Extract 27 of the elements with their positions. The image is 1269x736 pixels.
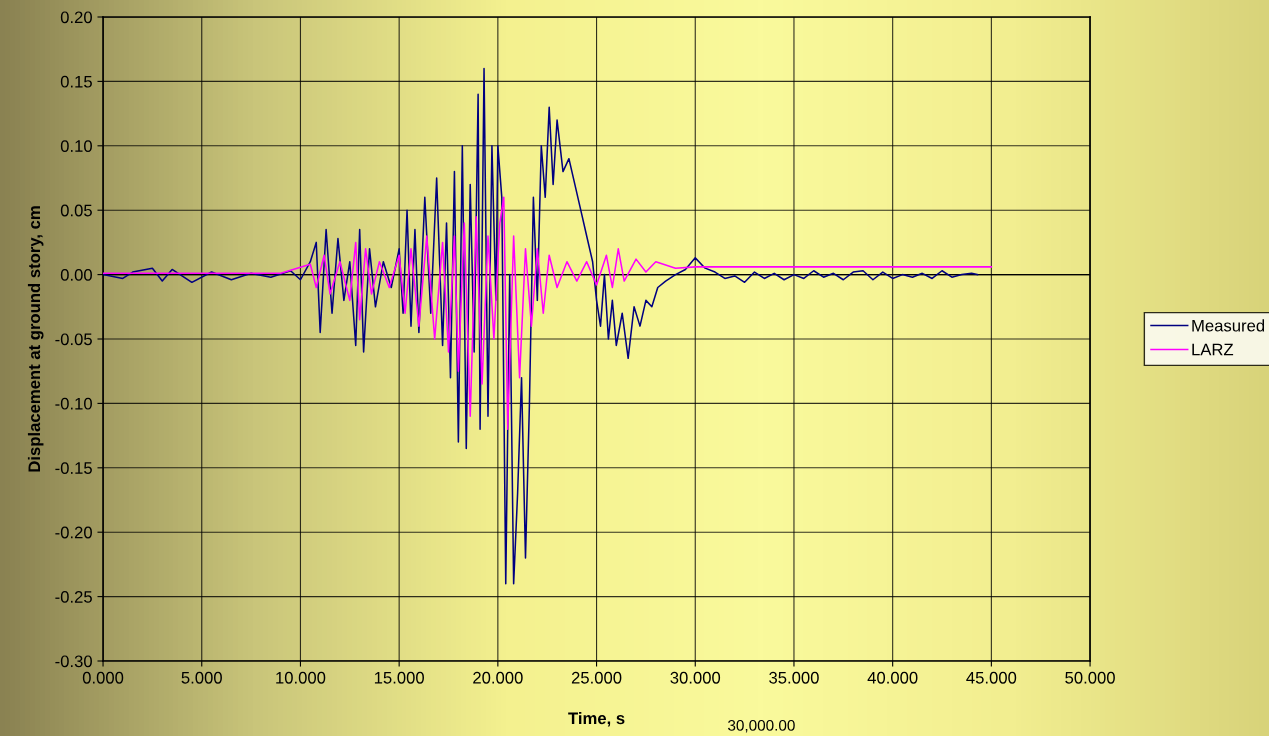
- x-tick-label: 0.000: [82, 671, 124, 684]
- y-tick-label: -0.15: [55, 462, 92, 474]
- x-tick-label: 50.000: [1065, 671, 1115, 684]
- x-tick-label: 45.000: [966, 671, 1017, 684]
- x-tick-label: 25.000: [571, 671, 622, 684]
- x-tick-label: 15.000: [374, 671, 424, 684]
- x-tick-label: 30.000: [670, 671, 721, 684]
- x-tick-label: 5.000: [181, 671, 222, 684]
- y-tick-label: -0.20: [55, 526, 92, 539]
- x-tick-label: 20.000: [473, 671, 523, 684]
- text: 30,000.00: [728, 719, 795, 733]
- legend-label: LARZ: [1192, 343, 1234, 356]
- x-tick-label: 35.000: [769, 671, 819, 684]
- y-tick-label: 0.20: [60, 11, 92, 24]
- y-tick-label: 0.05: [60, 204, 92, 217]
- y-tick-label: 0.00: [60, 269, 92, 281]
- x-axis-title: Time, s: [568, 711, 625, 727]
- y-tick-label: -0.05: [55, 333, 92, 346]
- y-tick-label: -0.25: [55, 591, 92, 603]
- x-tick-label: 10.000: [276, 671, 326, 684]
- legend-label: Measured: [1192, 319, 1265, 332]
- x-tick-label: 40.000: [867, 671, 918, 684]
- y-tick-label: 0.15: [60, 75, 92, 88]
- y-tick-label: -0.10: [55, 397, 92, 410]
- y-axis-title: Displacement at ground story, cm: [27, 206, 44, 472]
- y-tick-label: 0.10: [60, 140, 92, 152]
- y-tick-label: -0.30: [55, 655, 92, 668]
